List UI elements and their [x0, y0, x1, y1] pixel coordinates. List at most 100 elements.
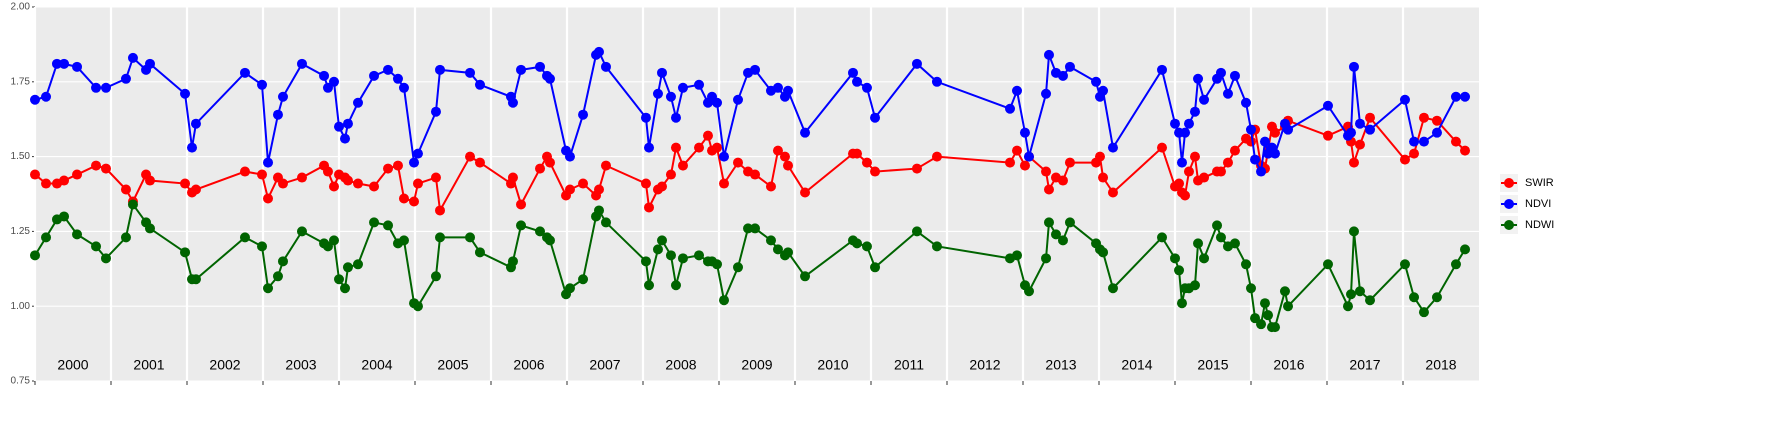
data-point: [593, 46, 604, 57]
x-tick-label: 2005: [437, 357, 468, 373]
y-tick-label: 1.00: [11, 301, 31, 312]
data-point: [1256, 319, 1267, 330]
data-point: [41, 232, 52, 243]
data-point: [657, 235, 667, 246]
data-point: [1098, 172, 1109, 183]
data-point: [72, 169, 83, 180]
data-point: [783, 247, 794, 258]
data-point: [670, 112, 681, 123]
data-point: [765, 235, 776, 246]
data-point: [644, 280, 655, 291]
data-point: [1183, 118, 1194, 129]
data-point: [743, 223, 754, 234]
y-tick-label: 1.25: [11, 226, 31, 237]
data-point: [383, 220, 394, 231]
y-tick-label: 2.00: [11, 2, 31, 13]
data-point: [665, 91, 676, 102]
data-point: [1189, 151, 1200, 162]
data-point: [1176, 298, 1187, 309]
data-point: [1263, 310, 1274, 321]
data-point: [1322, 130, 1333, 141]
data-point: [1450, 136, 1461, 147]
data-point: [1348, 157, 1359, 168]
x-tick-label: 2010: [817, 357, 848, 373]
data-point: [870, 112, 881, 123]
data-point: [1091, 76, 1102, 87]
data-point: [328, 181, 339, 192]
x-tick-label: 2018: [1425, 357, 1456, 373]
data-point: [535, 226, 546, 237]
data-point: [1057, 235, 1068, 246]
data-point: [1043, 217, 1054, 228]
data-point: [852, 76, 863, 87]
data-point: [1246, 283, 1256, 294]
data-point: [911, 226, 922, 237]
data-point: [544, 157, 555, 168]
data-point: [435, 205, 446, 216]
data-point: [677, 253, 688, 264]
data-point: [578, 109, 589, 120]
data-point: [1431, 115, 1442, 126]
data-point: [644, 142, 655, 153]
data-point: [435, 64, 446, 75]
data-point: [870, 262, 881, 273]
data-point: [1098, 85, 1109, 96]
data-point: [263, 283, 274, 294]
legend-dot: [1504, 199, 1514, 209]
x-tick-label: 2001: [133, 357, 164, 373]
data-point: [1418, 307, 1429, 318]
data-point: [750, 169, 761, 180]
data-point: [51, 58, 62, 69]
data-point: [544, 73, 555, 84]
data-point: [120, 232, 131, 243]
data-point: [1193, 238, 1204, 249]
data-point: [1222, 88, 1233, 99]
data-point: [144, 58, 155, 69]
data-point: [1365, 124, 1376, 135]
data-point: [91, 160, 102, 171]
data-point: [861, 157, 872, 168]
data-point: [1346, 127, 1357, 138]
data-point: [41, 91, 52, 102]
data-point: [1024, 151, 1035, 162]
data-point: [72, 61, 83, 72]
data-point: [272, 271, 283, 282]
data-point: [733, 157, 743, 168]
data-point: [694, 250, 705, 261]
data-point: [120, 184, 131, 195]
data-point: [1348, 61, 1359, 72]
data-point: [779, 151, 790, 162]
data-point: [59, 211, 70, 222]
data-point: [750, 64, 761, 75]
data-point: [772, 244, 783, 255]
data-point: [712, 259, 723, 270]
data-point: [1019, 127, 1030, 138]
data-point: [272, 109, 283, 120]
data-point: [507, 256, 518, 267]
data-point: [544, 235, 555, 246]
data-point: [765, 181, 776, 192]
data-point: [430, 271, 441, 282]
data-point: [1259, 136, 1270, 147]
data-point: [239, 67, 250, 78]
data-point: [91, 241, 102, 252]
data-point: [409, 196, 420, 207]
data-point: [1365, 112, 1376, 123]
x-tick-label: 2000: [57, 357, 88, 373]
data-point: [296, 226, 307, 237]
data-point: [1005, 157, 1016, 168]
data-point: [1011, 145, 1022, 156]
data-point: [1409, 136, 1420, 147]
data-point: [1460, 91, 1471, 102]
data-point: [1170, 253, 1180, 264]
data-point: [319, 70, 330, 81]
data-point: [1174, 265, 1185, 276]
data-point: [1399, 94, 1410, 105]
legend-dot: [1504, 178, 1514, 188]
data-point: [852, 238, 863, 249]
data-point: [1270, 322, 1281, 333]
data-point: [342, 262, 353, 273]
data-point: [465, 232, 476, 243]
